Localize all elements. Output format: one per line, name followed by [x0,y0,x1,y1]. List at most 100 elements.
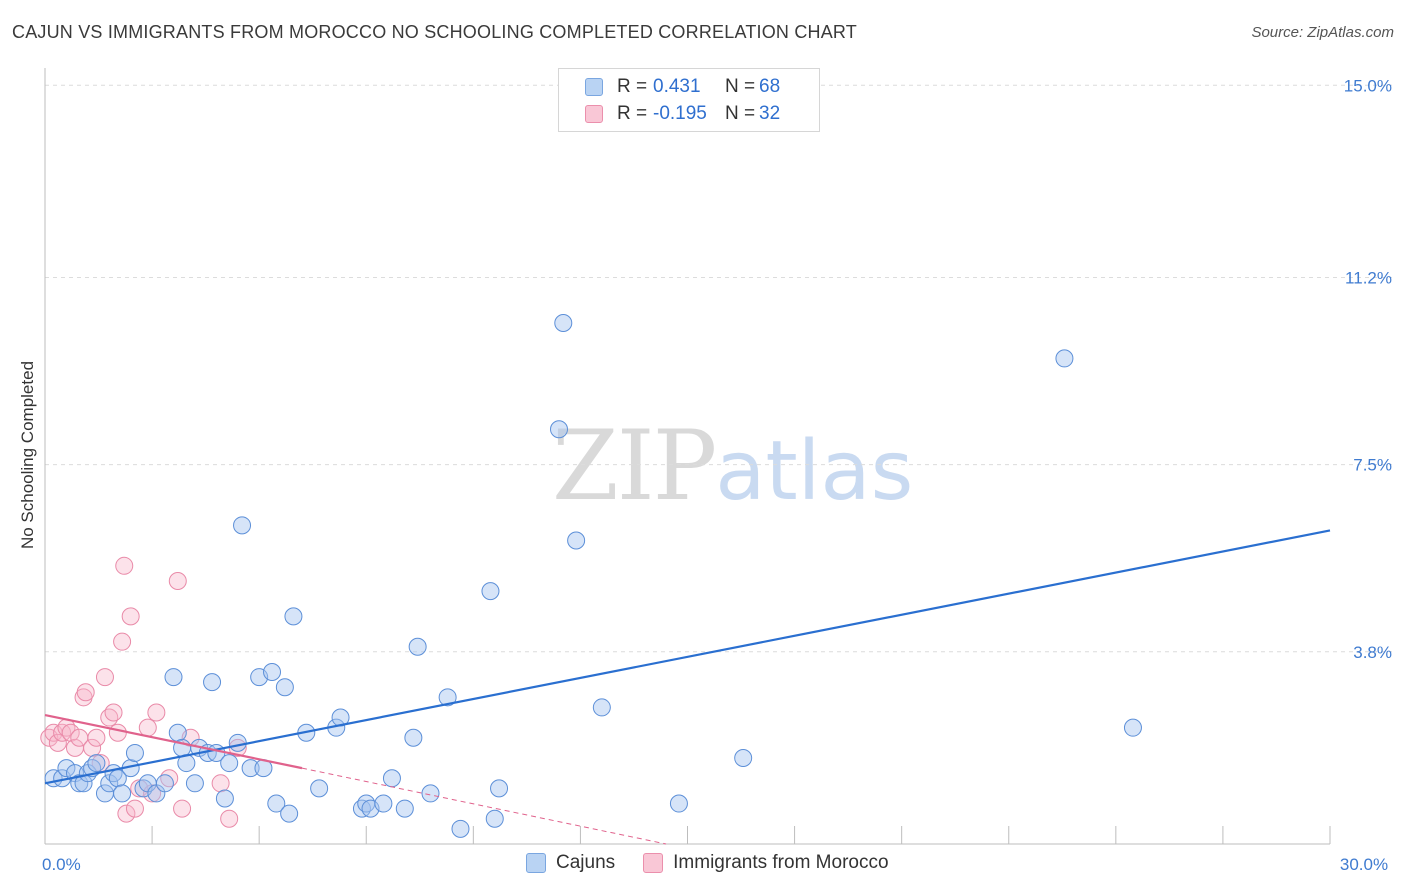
cajun-point [592,698,611,717]
r-label: R = [617,103,648,124]
morocco-trendline-extension [301,767,667,845]
morocco-legend-swatch [643,853,664,873]
cajun-legend-label: Cajuns [556,852,616,873]
cajun-point [185,774,204,793]
x-tick-label: 30.0% [1340,855,1388,874]
cajun-point [275,678,294,697]
morocco-points [40,556,247,828]
r-label: R = [617,76,648,97]
watermark: ZIPatlas [552,410,913,522]
watermark-atlas: atlas [715,424,914,519]
cajun-point [87,754,106,773]
cajun-point [554,314,573,333]
morocco-point [143,784,162,803]
cajun-point [155,774,174,793]
cajun-point [669,794,688,813]
morocco-point [87,728,106,747]
cajun-point [241,759,260,778]
cajun-points [44,314,1142,838]
cajun-point [263,663,282,682]
morocco-point [173,799,192,818]
morocco-point [83,738,102,757]
morocco-point [117,804,136,823]
morocco-point [48,733,67,752]
morocco-point [104,703,123,722]
cajun-point [374,794,393,813]
cajun-point [284,607,303,626]
cajun-point [100,774,119,793]
cajun-point [113,784,132,803]
morocco-swatch [585,105,603,123]
y-tick-label: 7.5% [1353,456,1392,475]
watermark-zip: ZIP [552,410,717,522]
cajun-point [404,728,423,747]
cajun-r-value: 0.431 [653,76,701,97]
morocco-point [147,703,166,722]
cajun-point [233,516,252,535]
cajun-point [125,743,144,762]
cajun-point [203,673,222,692]
trend-lines [44,529,1331,845]
morocco-point [168,571,187,590]
morocco-r-value: -0.195 [653,103,707,124]
morocco-legend-label: Immigrants from Morocco [673,852,889,873]
morocco-point [113,632,132,651]
cajun-point [168,723,187,742]
morocco-trendline [44,713,303,770]
morocco-point [220,809,239,828]
n-label: N = [725,76,756,97]
morocco-point [115,556,134,575]
cajun-legend-swatch [526,853,546,873]
cajun-point [490,779,509,798]
legend-item-cajuns[interactable]: Cajuns [526,852,615,874]
cajun-n-value: 68 [759,76,781,97]
cajun-point [734,749,753,768]
morocco-point [61,723,80,742]
cajun-point [567,531,586,550]
stats-legend: R = 0.431 N = 68 R = -0.195 N = 32 [558,68,820,132]
x-tick-label: 0.0% [42,855,81,874]
cajun-point [164,668,183,687]
legend-row-morocco: R = -0.195 N = 32 [585,102,780,126]
morocco-point [138,718,157,737]
y-tick-label: 11.2% [1345,268,1392,287]
morocco-point [76,683,95,702]
legend-row-cajuns: R = 0.431 N = 68 [585,75,780,99]
morocco-point [125,799,144,818]
cajun-point [395,799,414,818]
cajun-point [438,688,457,707]
cajun-point [57,759,76,778]
cajun-point [382,769,401,788]
series-legend: Cajuns Immigrants from Morocco [526,852,917,874]
cajun-point [280,804,299,823]
cajun-swatch [585,78,603,96]
cajun-point [408,637,427,656]
cajun-point [451,819,470,838]
cajun-trendline [44,529,1331,785]
y-tick-label: 15.0% [1344,76,1392,95]
cajun-point [481,582,500,601]
cajun-point [421,784,440,803]
axes [44,68,1331,845]
morocco-point [211,774,230,793]
morocco-point [108,723,127,742]
source-label: Source: ZipAtlas.com [1251,24,1394,41]
y-tick-label: 3.8% [1353,643,1392,662]
cajun-point [550,420,568,439]
chart-title: CAJUN VS IMMIGRANTS FROM MOROCCO NO SCHO… [12,22,857,42]
morocco-point [95,668,114,687]
cajun-point [267,794,286,813]
cajun-point [1123,718,1142,737]
cajun-point [485,809,504,828]
cajun-point [228,733,247,752]
tick-labels: 3.8% 7.5% 11.2% 15.0% 0.0% 30.0% [42,76,1392,874]
grid-lines [45,84,1392,653]
cajun-point [215,789,234,808]
legend-item-morocco[interactable]: Immigrants from Morocco [643,852,889,874]
cajun-point [220,754,239,773]
morocco-point [121,607,140,626]
cajun-point [310,779,329,798]
n-label: N = [725,103,756,124]
cajun-point [1055,349,1074,368]
